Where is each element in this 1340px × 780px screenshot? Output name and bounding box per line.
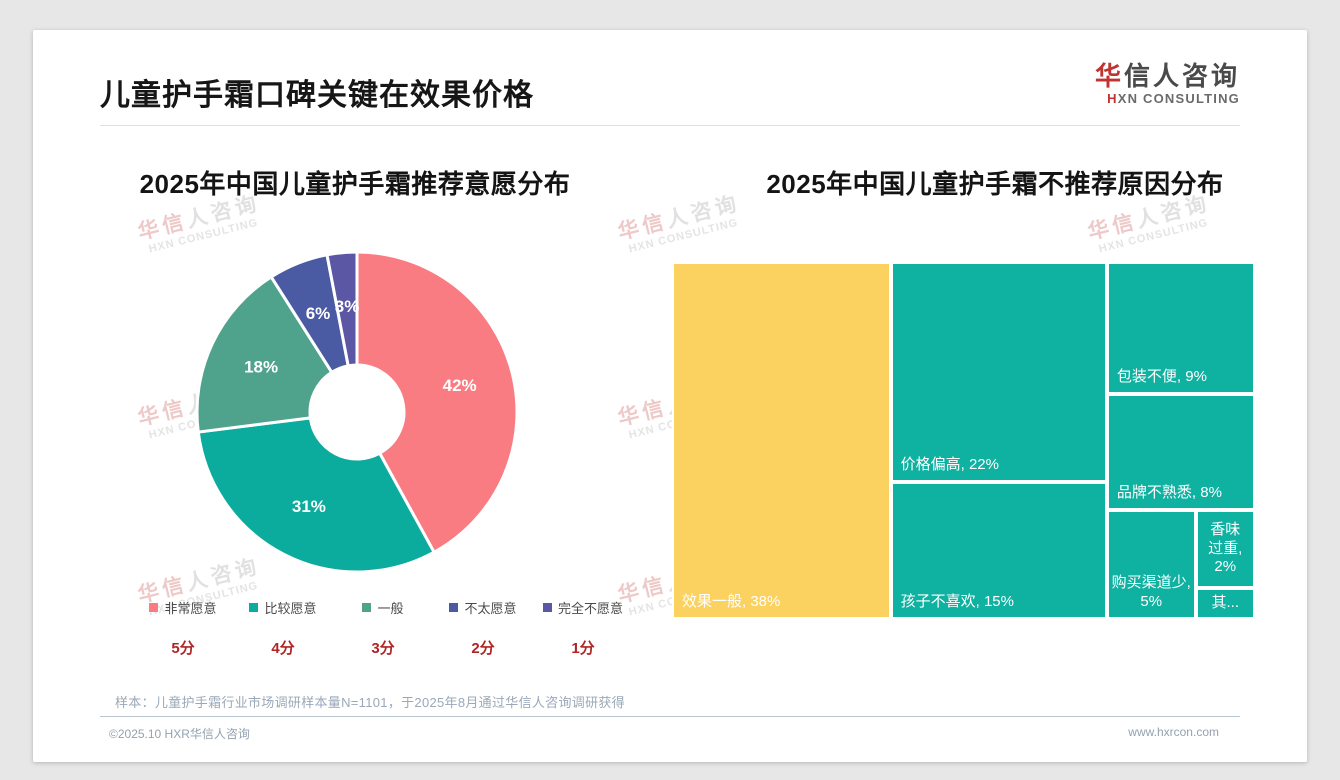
footer-copyright: ©2025.10 HXR华信人咨询 [109, 727, 250, 741]
watermark-1: 华信人咨询 HXN CONSULTING [615, 191, 743, 256]
legend-label: 比较愿意 [264, 601, 317, 616]
legend-swatch-icon [542, 603, 552, 612]
donut-chart: 42% 31% 18% 6% 3% [195, 250, 519, 574]
donut-slice-2 [195, 275, 334, 434]
brand-logo-en-accent: H [1107, 90, 1118, 106]
brand-logo-cn: 华信人咨询 [1095, 62, 1240, 91]
donut-data-label-0: 42% [443, 376, 477, 395]
treemap-tile-label: 香味过重, 2% [1208, 520, 1243, 576]
legend-score: 3分 [371, 640, 395, 657]
donut-chart-title: 2025年中国儿童护手霜推荐意愿分布 [139, 169, 571, 199]
treemap-tile-6: 香味过重, 2% [1195, 510, 1255, 588]
donut-slice-0 [355, 250, 519, 554]
treemap-tile-3: 包装不便, 9% [1106, 262, 1255, 395]
donut-slice-4 [325, 250, 359, 368]
legend-score: 5分 [171, 640, 195, 657]
treemap-tile-label: 包装不便, 9% [1116, 368, 1207, 386]
legend-swatch-icon [449, 603, 459, 612]
treemap-chart: 效果一般, 38% 价格偏高, 22% 孩子不喜欢, 15% 包装不便, 9% 品牌不熟… [672, 262, 1255, 619]
treemap-tile-2: 孩子不喜欢, 15% [890, 481, 1107, 619]
brand-logo-en-rest: XN CONSULTING [1117, 90, 1240, 106]
treemap-tile-label: 孩子不喜欢, 15% [900, 593, 1014, 611]
treemap-tile-label: 效果一般, 38% [682, 593, 781, 611]
legend-item-1: 比较愿意 [249, 598, 317, 617]
donut-data-label-3: 6% [306, 304, 331, 323]
donut-legend: 非常愿意 5分 比较愿意 4分 一般 3分 不太愿意 2分 完全不愿意 1分 [133, 598, 633, 658]
donut-data-label-4: 3% [335, 297, 360, 316]
legend-col-0: 非常愿意 5分 [133, 598, 233, 658]
brand-logo-cn-accent: 华 [1094, 61, 1124, 91]
slide: 华信人咨询 HXN CONSULTING 华信人咨询 HXN CONSULTING 华信… [33, 30, 1307, 762]
page-title: 儿童护手霜口碑关键在效果价格 [100, 79, 534, 112]
legend-label: 不太愿意 [464, 601, 517, 616]
treemap-tile-label: 其... [1211, 594, 1240, 612]
footer-website: www.hxrcon.com [1128, 725, 1219, 739]
footer-divider [100, 716, 1240, 717]
legend-item-3: 不太愿意 [449, 598, 517, 617]
treemap-tile-5: 购买渠道少, 5% [1106, 510, 1196, 619]
donut-data-label-1: 31% [292, 497, 326, 516]
treemap-tile-label: 购买渠道少, 5% [1111, 574, 1191, 611]
legend-swatch-icon [362, 603, 372, 612]
legend-score: 1分 [571, 640, 595, 657]
legend-col-3: 不太愿意 2分 [433, 598, 533, 658]
legend-label: 完全不愿意 [557, 601, 623, 616]
treemap-tile-label: 价格偏高, 22% [900, 455, 999, 473]
treemap-tile-1: 价格偏高, 22% [890, 262, 1107, 482]
treemap-tile-7: 其... [1195, 587, 1255, 619]
source-note: 样本：儿童护手霜行业市场调研样本量N=1101，于2025年8月通过华信人咨询调… [115, 695, 625, 710]
treemap-tile-label: 品牌不熟悉, 8% [1116, 484, 1222, 502]
treemap-tile-0: 效果一般, 38% [672, 262, 891, 619]
legend-item-4: 完全不愿意 [542, 598, 623, 617]
legend-label: 非常愿意 [164, 601, 217, 616]
legend-item-0: 非常愿意 [149, 598, 217, 617]
legend-label: 一般 [377, 601, 404, 616]
legend-col-4: 完全不愿意 1分 [533, 598, 633, 658]
donut-slice-1 [196, 416, 436, 574]
legend-col-1: 比较愿意 4分 [233, 598, 333, 658]
legend-swatch-icon [249, 603, 259, 612]
header-divider [100, 125, 1240, 126]
legend-swatch-icon [149, 603, 159, 612]
treemap-chart-title: 2025年中国儿童护手霜不推荐原因分布 [766, 169, 1224, 199]
legend-score: 4分 [271, 640, 295, 657]
legend-item-2: 一般 [362, 598, 404, 617]
legend-col-2: 一般 3分 [333, 598, 433, 658]
treemap-tile-4: 品牌不熟悉, 8% [1106, 394, 1255, 511]
donut-data-label-2: 18% [244, 357, 278, 376]
legend-score: 2分 [471, 640, 495, 657]
brand-logo: 华信人咨询 HXN CONSULTING [1095, 62, 1240, 106]
brand-logo-en: HXN CONSULTING [1095, 91, 1240, 107]
brand-logo-cn-rest: 信人咨询 [1123, 61, 1240, 91]
